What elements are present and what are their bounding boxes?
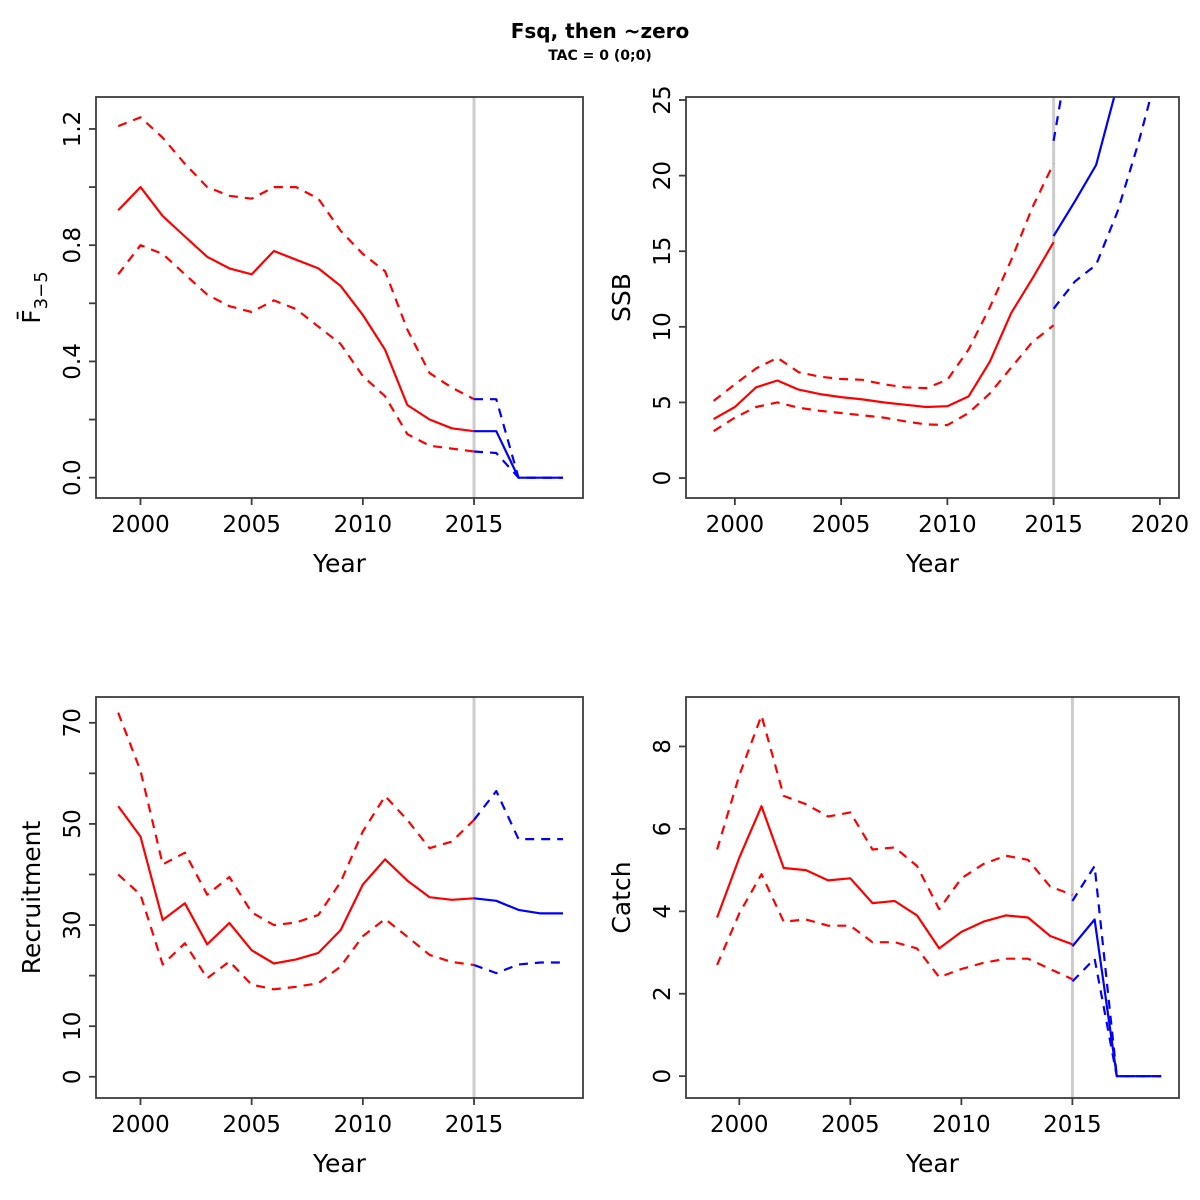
fbar-historical-lower-ci-line <box>117 244 475 453</box>
ssb-historical-upper-ci-line <box>712 163 1055 402</box>
recruitment-plot-box <box>95 696 584 1099</box>
fbar-y-tick-label: 1.2 <box>60 111 86 148</box>
ssb-historical-median-line <box>713 241 1055 421</box>
fbar-y-tick-label: 0.8 <box>60 227 86 264</box>
catch-x-axis-label: Year <box>905 1149 960 1178</box>
recruitment-projection-upper-ci-line <box>473 790 563 841</box>
recruitment-historical-upper-ci-line <box>117 712 475 927</box>
catch-y-axis-label: Catch <box>607 861 636 933</box>
ssb-projection-median-line <box>1052 97 1116 237</box>
panel-catch: 2000 2005 2010 2015 0 2 4 6 8 Year Catch <box>607 696 1180 1178</box>
ssb-plot-box <box>685 96 1180 499</box>
recruitment-y-tick-label: 30 <box>60 910 86 939</box>
catch-projection-upper-ci-line <box>1071 864 1162 1078</box>
recruitment-projection-median-line <box>473 897 563 915</box>
catch-x-tick-label: 2015 <box>1043 1112 1102 1138</box>
fbar-projection-upper-ci-line <box>474 398 563 479</box>
ssb-y-tick-label: 5 <box>650 395 676 410</box>
fbar-projection-median-line <box>474 430 563 479</box>
ssb-y-tick-label: 25 <box>650 85 676 114</box>
fbar-y-tick-label: 0.0 <box>60 459 86 496</box>
fbar-x-tick-label: 2010 <box>334 512 393 538</box>
ssb-y-tick-label: 0 <box>650 471 676 486</box>
recruitment-x-tick-label: 2010 <box>334 1112 393 1138</box>
ssb-projection-lower-ci-line <box>1052 97 1152 310</box>
fbar-plot-box <box>95 96 584 499</box>
catch-projection-median-line <box>1071 918 1162 1078</box>
recruitment-y-tick-label: 50 <box>60 809 86 838</box>
catch-x-tick-label: 2000 <box>710 1112 769 1138</box>
catch-y-tick-label: 8 <box>650 739 676 754</box>
recruitment-y-tick-label: 70 <box>60 708 86 737</box>
ssb-y-tick-label: 20 <box>650 161 676 190</box>
recruitment-historical-lower-ci-line <box>117 873 475 991</box>
catch-y-tick-label: 4 <box>650 904 676 919</box>
panel-recruitment: 2000 2005 2010 2015 0 10 30 50 70 Year Recruitment <box>17 696 584 1178</box>
panel-fbar: 2000 2005 2010 2015 0.0 0.4 0.8 1.2 Year F̄3−5 <box>16 96 584 578</box>
figure-title: Fsq, then ~zero <box>510 19 690 43</box>
catch-historical-median-line <box>716 805 1073 950</box>
recruitment-y-axis-label: Recruitment <box>17 820 46 974</box>
recruitment-projection-lower-ci-line <box>473 961 563 975</box>
fbar-historical-upper-ci-line <box>117 116 475 401</box>
catch-historical-upper-ci-line <box>716 714 1073 911</box>
fbar-x-tick-label: 2005 <box>222 512 281 538</box>
figure-subtitle: TAC = 0 (0;0) <box>548 48 652 64</box>
catch-y-tick-label: 2 <box>650 986 676 1001</box>
fbar-projection-lower-ci-line <box>473 450 563 479</box>
ssb-y-tick-label: 10 <box>650 312 676 341</box>
recruitment-y-tick-label: 0 <box>60 1069 86 1084</box>
fbar-x-tick-label: 2000 <box>111 512 170 538</box>
panel-ssb: 2000 2005 2010 2015 2020 0 5 10 15 20 25 Year SSB <box>607 85 1190 578</box>
catch-y-tick-label: 6 <box>650 822 676 837</box>
ssb-x-tick-label: 2020 <box>1131 512 1190 538</box>
catch-x-tick-label: 2005 <box>821 1112 880 1138</box>
recruitment-x-tick-label: 2015 <box>445 1112 504 1138</box>
ssb-y-axis-label: SSB <box>607 273 636 322</box>
ssb-x-tick-label: 2010 <box>918 512 977 538</box>
fbar-historical-median-line <box>117 186 475 433</box>
ssb-x-tick-label: 2000 <box>706 512 765 538</box>
catch-historical-lower-ci-line <box>716 873 1073 981</box>
catch-x-tick-label: 2010 <box>932 1112 991 1138</box>
ssb-y-tick-label: 15 <box>650 237 676 266</box>
recruitment-x-tick-label: 2000 <box>111 1112 170 1138</box>
ssb-x-tick-label: 2005 <box>812 512 871 538</box>
catch-plot-box <box>685 696 1180 1099</box>
catch-y-tick-label: 0 <box>650 1069 676 1084</box>
recruitment-x-tick-label: 2005 <box>222 1112 281 1138</box>
ssb-x-axis-label: Year <box>905 549 960 578</box>
ssb-projection-upper-ci-line <box>1052 97 1063 141</box>
fbar-x-axis-label: Year <box>312 549 367 578</box>
catch-projection-lower-ci-line <box>1071 957 1162 1078</box>
fbar-x-tick-label: 2015 <box>445 512 504 538</box>
recruitment-x-axis-label: Year <box>312 1149 367 1178</box>
ssb-historical-lower-ci-line <box>713 324 1055 433</box>
recruitment-y-tick-label: 10 <box>60 1012 86 1041</box>
fbar-y-tick-label: 0.4 <box>60 343 86 380</box>
fbar-y-axis-label: F̄3−5 <box>16 271 52 323</box>
recruitment-historical-median-line <box>117 805 475 965</box>
ssb-x-tick-label: 2015 <box>1024 512 1083 538</box>
